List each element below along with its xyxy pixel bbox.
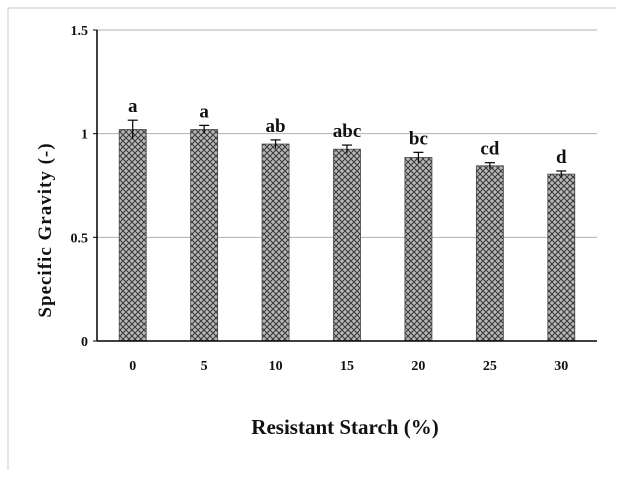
bar bbox=[118, 129, 147, 342]
x-tick-label: 0 bbox=[129, 359, 136, 374]
y-tick-label: 1 bbox=[81, 128, 88, 143]
error-bar bbox=[342, 144, 352, 154]
significance-label: ab bbox=[266, 116, 286, 137]
bar bbox=[261, 143, 290, 342]
error-bars-group bbox=[127, 119, 567, 178]
x-tick-label: 30 bbox=[554, 359, 568, 374]
y-axis-label: Specific Gravity (-) bbox=[35, 142, 56, 317]
bar bbox=[333, 148, 361, 342]
error-bar bbox=[270, 139, 281, 149]
significance-label: a bbox=[128, 96, 138, 117]
x-tick-label: 10 bbox=[269, 359, 283, 374]
x-tick-label: 25 bbox=[483, 359, 497, 374]
error-bar bbox=[127, 119, 138, 139]
bar bbox=[547, 173, 576, 342]
bars-group bbox=[118, 129, 576, 342]
error-bar bbox=[199, 124, 210, 134]
significance-label: abc bbox=[333, 121, 362, 142]
bar bbox=[475, 165, 504, 342]
error-bar bbox=[484, 162, 495, 169]
error-bar bbox=[556, 170, 567, 178]
x-tick-label: 20 bbox=[411, 359, 425, 374]
significance-label: bc bbox=[409, 128, 428, 149]
x-tick-label: 5 bbox=[201, 359, 208, 374]
y-tick-labels: 0 0.5 1 1.5 bbox=[71, 24, 97, 350]
bar bbox=[404, 157, 433, 342]
bar bbox=[190, 129, 219, 342]
x-tick-labels: 0 5 10 15 20 25 30 bbox=[129, 359, 568, 374]
significance-label: cd bbox=[480, 139, 499, 160]
y-tick-label: 0 bbox=[81, 335, 88, 350]
significance-labels-group: a a ab abc bc cd d bbox=[128, 96, 567, 168]
y-tick-label: 0.5 bbox=[71, 231, 89, 246]
error-bar bbox=[413, 151, 424, 163]
x-axis-label: Resistant Starch (%) bbox=[251, 415, 438, 439]
y-tick-label: 1.5 bbox=[71, 24, 89, 39]
x-tick-label: 15 bbox=[340, 359, 354, 374]
significance-label: d bbox=[556, 147, 567, 168]
significance-label: a bbox=[199, 101, 209, 122]
